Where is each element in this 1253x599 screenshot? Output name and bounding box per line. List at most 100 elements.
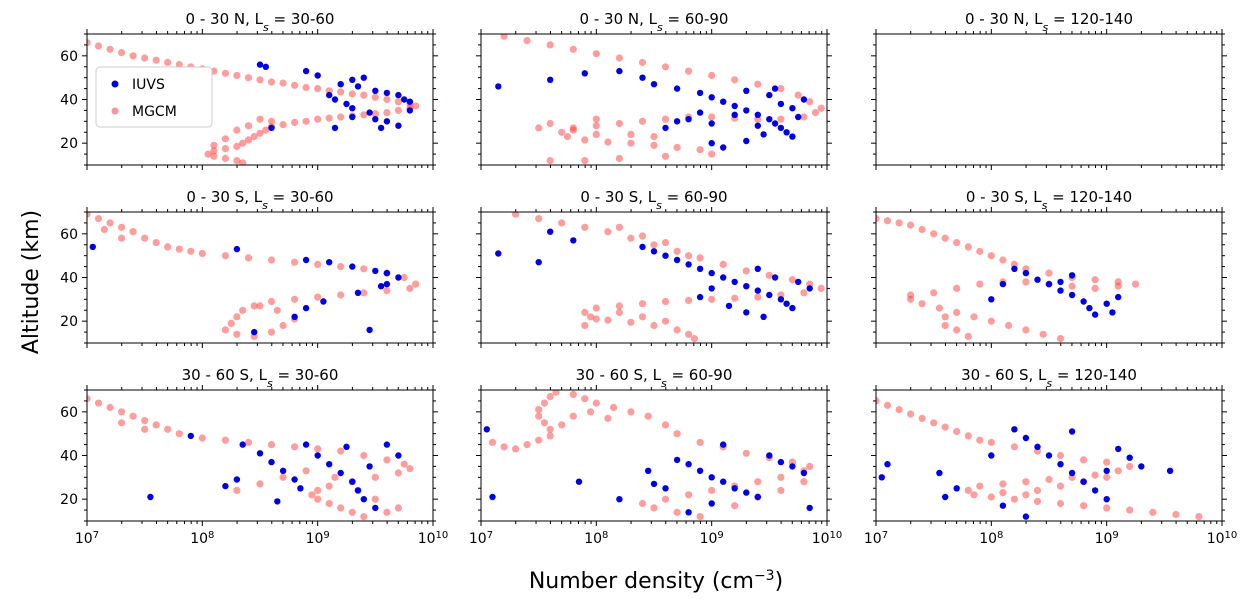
mgcm-point [708,295,716,303]
mgcm-point [592,115,600,123]
mgcm-point [291,81,299,89]
iuvs-point [789,304,796,312]
iuvs-point [343,100,350,108]
iuvs-point [1022,434,1030,442]
mgcm-point [221,135,229,143]
panel-points [87,39,420,165]
iuvs-point [999,280,1007,288]
mgcm-point [406,284,414,292]
mgcm-point [964,332,972,340]
iuvs-point [1103,496,1110,503]
mgcm-point [233,71,241,80]
iuvs-point [953,485,960,492]
iuvs-point [337,81,344,88]
mgcm-point [895,406,903,414]
mgcm-point [523,441,531,449]
mgcm-point [800,113,808,121]
mgcm-point [987,317,995,325]
iuvs-point [708,120,715,127]
mgcm-point [94,215,103,223]
iuvs-point [662,485,669,492]
mgcm-point [118,49,126,57]
mgcm-point [279,121,287,129]
mgcm-point [731,76,739,84]
y-tick-label: 60 [60,405,78,421]
mgcm-point [976,247,984,255]
mgcm-point [394,98,402,106]
iuvs-point [754,122,761,129]
mgcm-point [546,393,554,401]
iuvs-point [806,285,813,292]
mgcm-point [267,78,276,86]
mgcm-point [941,234,949,242]
iuvs-point [222,482,229,490]
mgcm-point [256,480,264,488]
iuvs-point [535,259,542,266]
iuvs-point [696,265,704,272]
mgcm-point [673,430,681,438]
mgcm-point [360,111,368,119]
iuvs-point [754,287,761,294]
mgcm-point [256,129,264,137]
mgcm-point [627,318,635,326]
mgcm-point [400,273,408,282]
mgcm-point [696,513,704,521]
mgcm-point [638,58,647,66]
mgcm-point [118,419,126,427]
iuvs-point [800,96,808,103]
mgcm-point [187,247,195,255]
x-tick-label: 108 [584,530,608,548]
panel-title: 30 - 60 S, Ls = 60-90 [576,366,733,390]
mgcm-point [164,243,172,251]
mgcm-point [563,133,572,141]
iuvs-point [650,81,658,88]
mgcm-point [394,504,402,512]
x-tick-label: 1010 [812,530,843,548]
mgcm-point [546,41,554,49]
mgcm-point [141,234,149,242]
iuvs-point [1022,269,1030,277]
mgcm-point [291,443,299,451]
mgcm-point [314,293,322,301]
mgcm-point [788,276,797,284]
mgcm-point [256,302,264,310]
mgcm-point [604,316,612,324]
mgcm-point [581,136,589,144]
legend-marker-mgcm [111,107,119,115]
iuvs-point [547,228,554,235]
iuvs-point [731,102,738,110]
iuvs-point [256,61,264,68]
panel: 0 - 30 N, Ls = 30-60 20 40 60 [60,10,438,170]
mgcm-point [661,297,670,306]
mgcm-point [930,289,938,297]
y-tick-label: 20 [60,492,78,508]
mgcm-point [291,258,299,266]
iuvs-point [314,452,321,459]
iuvs-point [708,500,715,507]
mgcm-point [935,304,944,312]
mgcm-point [325,114,333,122]
x-tick-label: 108 [979,530,1003,548]
mgcm-point [175,245,183,253]
iuvs-point [720,98,727,105]
iuvs-point [783,129,790,136]
mgcm-point [141,417,149,425]
mgcm-point [279,321,287,330]
legend-marker-iuvs [111,80,119,88]
mgcm-point [615,302,624,310]
iuvs-point [570,237,577,244]
mgcm-point [106,403,114,412]
mgcm-point [1149,508,1157,516]
iuvs-point [743,107,750,114]
panel-title: 0 - 30 S, Ls = 120-140 [966,188,1132,212]
mgcm-point [1033,497,1042,505]
mgcm-point [661,317,670,325]
mgcm-point [964,432,972,440]
mgcm-point [708,150,716,158]
mgcm-point [953,326,961,334]
iuvs-point [720,478,727,485]
panel: 30 - 60 S, Ls = 30-60 107 108 109 1010 20 40 60 [60,366,448,547]
mgcm-point [221,145,229,153]
iuvs-point [1045,280,1053,288]
mgcm-point [291,118,299,126]
